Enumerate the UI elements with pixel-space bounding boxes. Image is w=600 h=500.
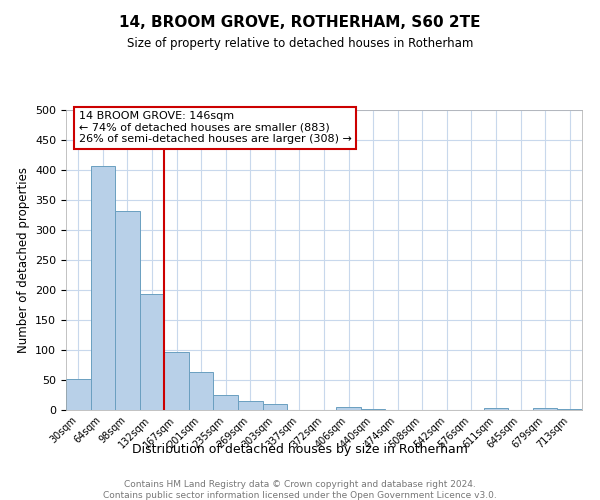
Bar [484, 408, 508, 410]
Text: Contains HM Land Registry data © Crown copyright and database right 2024.: Contains HM Land Registry data © Crown c… [124, 480, 476, 489]
Bar [214, 395, 238, 410]
Bar [533, 408, 557, 410]
Bar [336, 407, 361, 410]
Text: Contains public sector information licensed under the Open Government Licence v3: Contains public sector information licen… [103, 491, 497, 500]
Text: Size of property relative to detached houses in Rotherham: Size of property relative to detached ho… [127, 38, 473, 51]
Bar [91, 166, 115, 410]
Bar [140, 294, 164, 410]
Bar [238, 401, 263, 410]
Bar [164, 352, 189, 410]
Y-axis label: Number of detached properties: Number of detached properties [17, 167, 29, 353]
Text: 14 BROOM GROVE: 146sqm
← 74% of detached houses are smaller (883)
26% of semi-de: 14 BROOM GROVE: 146sqm ← 74% of detached… [79, 111, 352, 144]
Bar [66, 379, 91, 410]
Text: 14, BROOM GROVE, ROTHERHAM, S60 2TE: 14, BROOM GROVE, ROTHERHAM, S60 2TE [119, 15, 481, 30]
Text: Distribution of detached houses by size in Rotherham: Distribution of detached houses by size … [132, 442, 468, 456]
Bar [189, 372, 214, 410]
Bar [557, 409, 582, 410]
Bar [115, 211, 140, 410]
Bar [263, 404, 287, 410]
